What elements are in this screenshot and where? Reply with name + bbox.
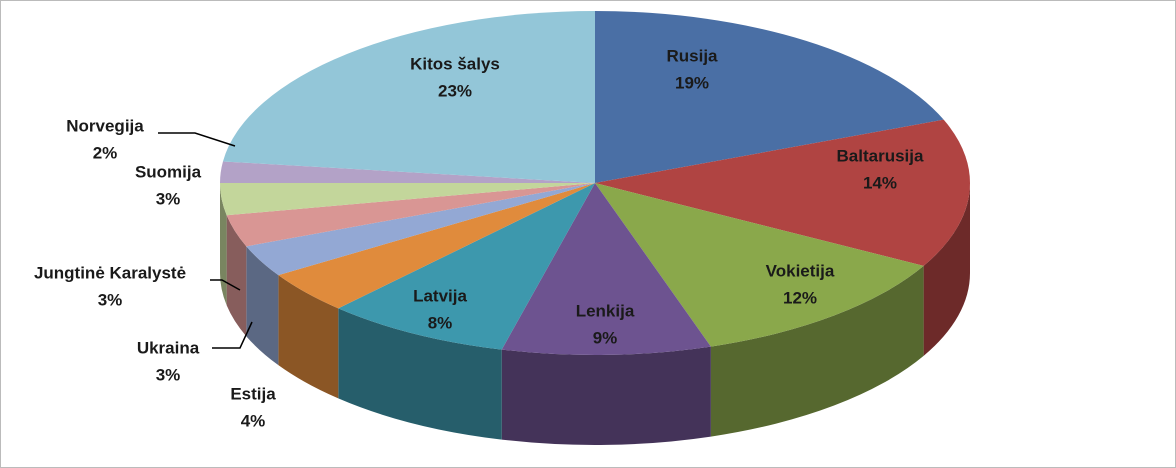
- slice: [501, 183, 711, 355]
- slice-side: [278, 275, 339, 399]
- slice: [246, 183, 596, 276]
- slice: [222, 11, 596, 183]
- slice: [226, 183, 596, 247]
- value-label: 3%: [156, 365, 181, 384]
- pie-sides: [220, 183, 970, 445]
- slice-side: [226, 215, 247, 337]
- value-label: 2%: [93, 143, 118, 162]
- value-label: 8%: [428, 313, 453, 332]
- value-label: 9%: [593, 328, 618, 347]
- slice-label: Rusija: [666, 46, 718, 65]
- slice-label: Jungtinė Karalystė: [34, 263, 186, 282]
- value-label: 3%: [156, 189, 181, 208]
- value-label: 3%: [98, 290, 123, 309]
- pie-tops: [220, 11, 971, 355]
- slice-side: [246, 246, 279, 366]
- slice: [595, 119, 971, 266]
- leader-line: [212, 321, 253, 349]
- slice: [220, 183, 595, 216]
- value-label: 23%: [438, 81, 472, 100]
- slice-side: [923, 183, 970, 356]
- slice-label: Vokietija: [766, 261, 835, 280]
- slice-label: Baltarusija: [837, 146, 924, 165]
- slice-label: Suomija: [135, 162, 202, 181]
- leader-line: [158, 132, 236, 147]
- value-label: 14%: [863, 173, 897, 192]
- slice-label: Ukraina: [137, 338, 200, 357]
- slice: [338, 183, 595, 350]
- slice: [278, 183, 595, 309]
- value-label: 4%: [241, 411, 266, 430]
- labels: Rusija 19% Baltarusija 14% Vokietija 12% Lenki…: [34, 46, 924, 430]
- value-label: 12%: [783, 288, 817, 307]
- slice-label: Estija: [230, 384, 276, 403]
- slice: [220, 161, 595, 183]
- slice-side: [710, 265, 924, 437]
- slice-label: Latvija: [413, 286, 467, 305]
- slice: [595, 183, 924, 347]
- slice-label: Norvegija: [66, 116, 144, 135]
- slice-side: [338, 308, 502, 440]
- slice-side: [220, 183, 227, 306]
- slice-side: [501, 346, 711, 445]
- slice-label: Kitos šalys: [410, 54, 500, 73]
- slice-label: Lenkija: [576, 301, 635, 320]
- value-label: 19%: [675, 73, 709, 92]
- slice: [595, 11, 944, 183]
- leader-line: [210, 279, 241, 291]
